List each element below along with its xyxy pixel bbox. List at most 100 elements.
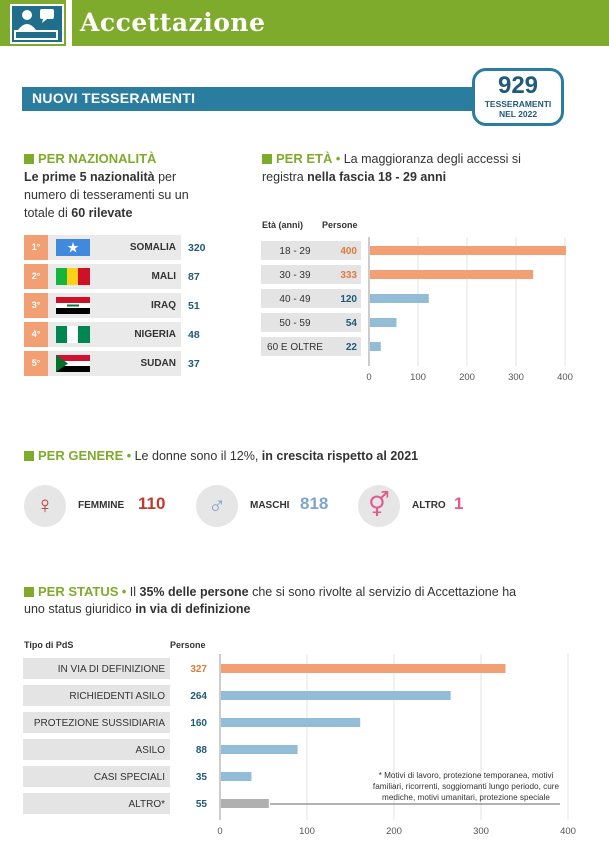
gender-symbol-icon: ⚥	[368, 492, 390, 519]
age-description-2: registra nella fascia 18 - 29 anni	[262, 170, 447, 184]
gender-value: 1	[454, 494, 464, 513]
flag-icon	[56, 297, 90, 314]
bar-value-label: 120	[340, 294, 357, 305]
category-label: PROTEZIONE SUSSIDIARIA	[34, 718, 165, 729]
gender-value: 818	[300, 494, 329, 513]
bar-value-label: 160	[190, 718, 207, 729]
x-tick-label: 400	[557, 372, 573, 383]
section-marker	[24, 154, 34, 164]
category-label-bg	[23, 685, 170, 706]
x-tick-label: 0	[366, 372, 371, 383]
bar	[221, 772, 252, 781]
category-label-bg	[23, 766, 170, 787]
nationality-rank: 5°	[24, 351, 48, 376]
status-footnote: * Motivi di lavoro, protezione temporane…	[372, 771, 560, 802]
section-banner	[22, 87, 482, 111]
nationality-country: IRAQ	[151, 300, 176, 311]
category-label-bg	[261, 337, 361, 356]
total-value: 929	[497, 72, 539, 99]
flag-icon	[56, 239, 90, 256]
status-description-2: uno status giuridico in via di definizio…	[24, 602, 251, 616]
bar	[221, 718, 361, 727]
section-marker	[24, 451, 34, 461]
category-label: 50 - 59	[279, 318, 311, 329]
nationality-heading: PER NAZIONALITÀ	[38, 151, 157, 166]
x-tick-label: 300	[473, 826, 489, 837]
x-tick-label: 0	[217, 826, 222, 837]
total-bubble	[472, 68, 564, 126]
status-type-col-header: Tipo di PdS	[24, 640, 74, 650]
nationality-country: SUDAN	[140, 358, 176, 369]
nationality-rank: 2°	[24, 264, 48, 289]
bar-value-label: 55	[196, 799, 208, 810]
category-label: 18 - 29	[279, 246, 311, 257]
nationality-row	[24, 235, 181, 260]
nationality-description: Le prime 5 nazionalità per numero di tes…	[24, 170, 189, 220]
section-marker	[24, 587, 34, 597]
gender-label: ALTRO	[412, 500, 446, 511]
bar	[370, 270, 534, 279]
x-tick-label: 200	[386, 826, 402, 837]
x-tick-label: 200	[459, 372, 475, 383]
status-description: PER STATUS • Il 35% delle persone che si…	[38, 584, 517, 599]
status-bar-chart: 0 100 200 300 400 IN VIA DI DEFINIZIONE 327 RIC…	[23, 654, 576, 837]
category-label: ALTRO*	[129, 799, 166, 810]
gender-circle	[358, 485, 400, 527]
category-label-bg	[23, 739, 170, 760]
bar	[370, 342, 381, 351]
category-label: RICHIEDENTI ASILO	[69, 691, 165, 702]
category-label-bg	[261, 289, 361, 308]
gender-label: FEMMINE	[78, 500, 125, 511]
bar-value-label: 264	[190, 691, 207, 702]
nationality-rank: 3°	[24, 293, 48, 318]
nationality-value: 37	[188, 358, 200, 370]
age-description: PER ETÀ • La maggioranza degli accessi s…	[276, 151, 521, 166]
nationality-row	[24, 293, 181, 318]
x-tick-label: 400	[560, 826, 576, 837]
category-label: IN VIA DI DEFINIZIONE	[58, 664, 166, 675]
status-people-col-header: Persone	[170, 640, 206, 650]
x-tick-label: 300	[508, 372, 524, 383]
bar	[221, 799, 269, 808]
gender-circle	[196, 485, 238, 527]
category-label-bg	[261, 241, 361, 260]
bar-value-label: 35	[196, 772, 208, 783]
x-tick-label: 100	[299, 826, 315, 837]
nationality-value: 87	[188, 271, 200, 283]
category-label-bg	[23, 712, 170, 733]
bar-value-label: 22	[346, 342, 358, 353]
nationality-rank: 1°	[24, 235, 48, 260]
total-label-line1: TESSERAMENTI	[484, 99, 552, 109]
category-label-bg	[261, 313, 361, 332]
flag-icon	[56, 355, 90, 372]
nationality-country: MALI	[151, 271, 176, 282]
bar	[370, 294, 429, 303]
bar	[221, 745, 298, 754]
gender-value: 110	[138, 494, 166, 513]
category-label: 60 E OLTRE	[267, 342, 323, 353]
nationality-rank: 4°	[24, 322, 48, 347]
gender-label: MASCHI	[250, 500, 290, 511]
category-label: ASILO	[136, 745, 166, 756]
category-label: 30 - 39	[279, 270, 311, 281]
nationality-row	[24, 351, 181, 376]
gender-description: PER GENERE • Le donne sono il 12%, in cr…	[38, 448, 419, 463]
bar-value-label: 327	[190, 664, 207, 675]
header-bar	[0, 0, 609, 46]
reception-desk-icon	[10, 4, 64, 44]
category-label-bg	[23, 658, 170, 679]
bar	[221, 691, 451, 700]
section-marker	[262, 154, 272, 164]
bar	[370, 246, 566, 255]
bar-value-label: 400	[340, 246, 357, 257]
total-label-line2: NEL 2022	[498, 109, 538, 119]
nationality-value: 48	[188, 329, 200, 341]
people-col-header: Persone	[322, 220, 358, 230]
bar-value-label: 333	[340, 270, 357, 281]
nationality-value: 51	[188, 300, 200, 312]
gender-symbol-icon: ♀	[36, 492, 54, 519]
category-label-bg	[261, 265, 361, 284]
bar	[370, 318, 397, 327]
category-label-bg	[23, 793, 170, 814]
header-divider	[66, 0, 72, 46]
